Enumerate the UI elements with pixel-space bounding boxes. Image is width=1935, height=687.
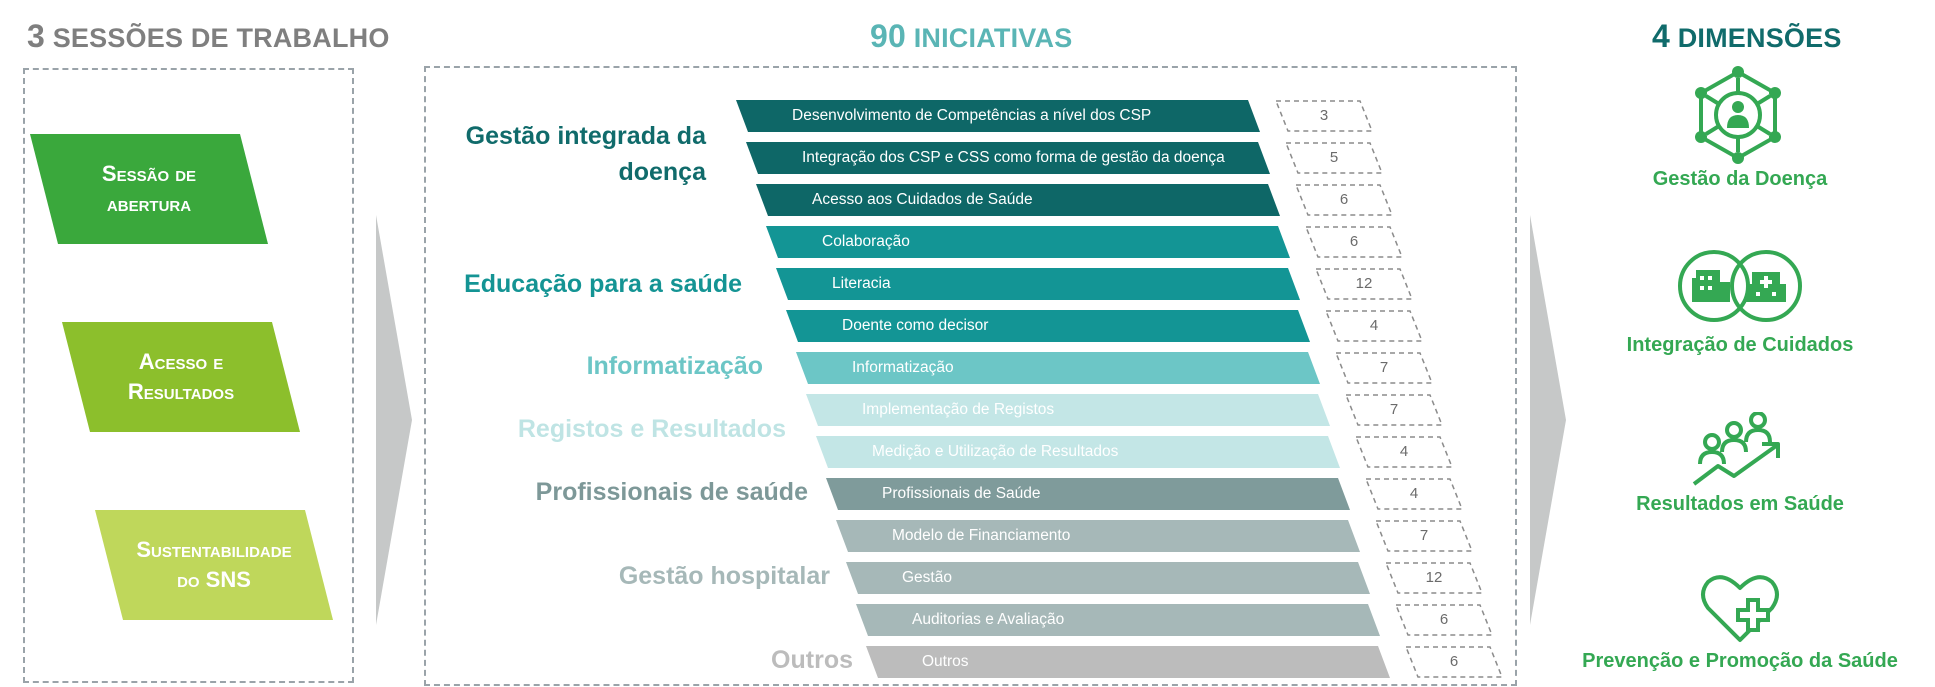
initiative-bar: Modelo de Financiamento: [836, 520, 1360, 552]
initiative-bar: Profissionais de Saúde: [826, 478, 1350, 510]
initiative-count: 6: [1404, 646, 1504, 678]
session-sustainability: Sustentabilidade do SNS: [95, 510, 333, 620]
session-access-line2: Resultados: [127, 379, 235, 404]
category-label: Informatização: [586, 352, 763, 380]
sessions-count: 3: [27, 18, 45, 54]
initiatives-heading: 90 INICIATIVAS: [870, 18, 1072, 55]
initiative-bar: Medição e Utilização de Resultados: [816, 436, 1340, 468]
initiative-count: 6: [1294, 184, 1394, 216]
category-line1: Gestão integrada da: [465, 122, 706, 150]
initiative-label: Outros: [922, 653, 969, 670]
dimension-label: Resultados em Saúde: [1636, 493, 1844, 515]
initiatives-panel: [424, 66, 1517, 686]
initiative-label: Integração dos CSP e CSS como forma de g…: [802, 149, 1225, 166]
sessions-heading: 3 SESSÕES DE TRABALHO: [27, 18, 390, 55]
initiative-bar: Implementação de Registos: [806, 394, 1330, 426]
initiative-bar: Informatização: [796, 352, 1320, 384]
category-line2: doença: [618, 158, 706, 186]
initiatives-title: INICIATIVAS: [913, 23, 1073, 53]
initiative-label: Informatização: [852, 359, 954, 376]
initiative-bar: Literacia: [776, 268, 1300, 300]
initiative-label: Medição e Utilização de Resultados: [872, 443, 1119, 460]
category-health-education: Educação para a saúde: [400, 266, 742, 302]
category-label: Profissionais de saúde: [535, 478, 808, 506]
initiative-bar: Colaboração: [766, 226, 1290, 258]
initiative-bar: Desenvolvimento de Competências a nível …: [736, 100, 1260, 132]
initiative-bar: Integração dos CSP e CSS como forma de g…: [746, 142, 1270, 174]
initiative-count: 4: [1324, 310, 1424, 342]
sessions-panel: [23, 68, 354, 683]
initiative-count: 7: [1334, 352, 1434, 384]
category-label: Gestão hospitalar: [618, 562, 830, 590]
initiative-count: 6: [1394, 604, 1494, 636]
hospitals-icon: [1678, 246, 1802, 330]
initiative-count: 6: [1304, 226, 1404, 258]
heart-cross-icon: [1698, 570, 1782, 646]
initiative-bar: Outros: [866, 646, 1390, 678]
initiative-count: 12: [1314, 268, 1414, 300]
initiative-label: Implementação de Registos: [862, 401, 1055, 418]
session-opening: Sessão de abertura: [30, 134, 268, 244]
initiative-label: Modelo de Financiamento: [892, 527, 1071, 544]
dimension-label: Prevenção e Promoção da Saúde: [1582, 650, 1898, 672]
category-label: Outros: [771, 646, 853, 674]
initiative-label: Literacia: [832, 275, 891, 292]
session-opening-line2: abertura: [106, 191, 192, 216]
category-integrated-disease-management: Gestão integrada da doença: [400, 118, 706, 190]
initiative-count: 3: [1274, 100, 1374, 132]
dimensions-title: DIMENSÕES: [1677, 23, 1842, 53]
dimensions-heading: 4 DIMENSÕES: [1652, 18, 1842, 55]
initiative-bar: Acesso aos Cuidados de Saúde: [756, 184, 1280, 216]
category-label: Registos e Resultados: [517, 415, 786, 443]
dimension-label: Gestão da Doença: [1652, 168, 1828, 190]
category-records-results: Registos e Resultados: [400, 411, 786, 447]
initiative-label: Gestão: [902, 569, 952, 586]
initiative-count: 4: [1354, 436, 1454, 468]
initiative-count: 5: [1284, 142, 1384, 174]
initiative-count: 4: [1364, 478, 1464, 510]
session-access-results: Acesso e Resultados: [62, 322, 300, 432]
initiative-label: Acesso aos Cuidados de Saúde: [812, 191, 1033, 208]
dimension-label: Integração de Cuidados: [1626, 334, 1854, 356]
initiatives-count: 90: [870, 18, 906, 54]
category-others: Outros: [400, 642, 853, 678]
session-sustainability-line1: Sustentabilidade: [136, 537, 292, 562]
initiative-bar: Doente como decisor: [786, 310, 1310, 342]
separator-arrow-right: [1530, 215, 1566, 625]
initiative-count: 12: [1384, 562, 1484, 594]
initiative-bar: Gestão: [846, 562, 1370, 594]
dimensions-count: 4: [1652, 18, 1670, 54]
initiative-label: Doente como decisor: [842, 317, 989, 334]
initiative-count: 7: [1374, 520, 1474, 552]
category-informatization: Informatização: [400, 348, 763, 384]
category-hospital-management: Gestão hospitalar: [400, 558, 830, 594]
people-growth-icon: [1688, 411, 1788, 490]
network-person-icon: [1683, 62, 1793, 172]
initiative-bar: Auditorias e Avaliação: [856, 604, 1380, 636]
category-health-professionals: Profissionais de saúde: [400, 474, 808, 510]
session-opening-line1: Sessão de: [101, 161, 197, 186]
session-access-line1: Acesso e: [138, 349, 224, 374]
category-label: Educação para a saúde: [464, 270, 742, 298]
initiative-count: 7: [1344, 394, 1444, 426]
initiative-label: Desenvolvimento de Competências a nível …: [792, 107, 1152, 124]
initiative-label: Colaboração: [822, 233, 910, 250]
initiative-label: Profissionais de Saúde: [882, 485, 1041, 502]
sessions-title: SESSÕES DE TRABALHO: [52, 23, 390, 53]
session-sustainability-line2: do SNS: [177, 567, 251, 592]
initiative-label: Auditorias e Avaliação: [912, 611, 1065, 628]
